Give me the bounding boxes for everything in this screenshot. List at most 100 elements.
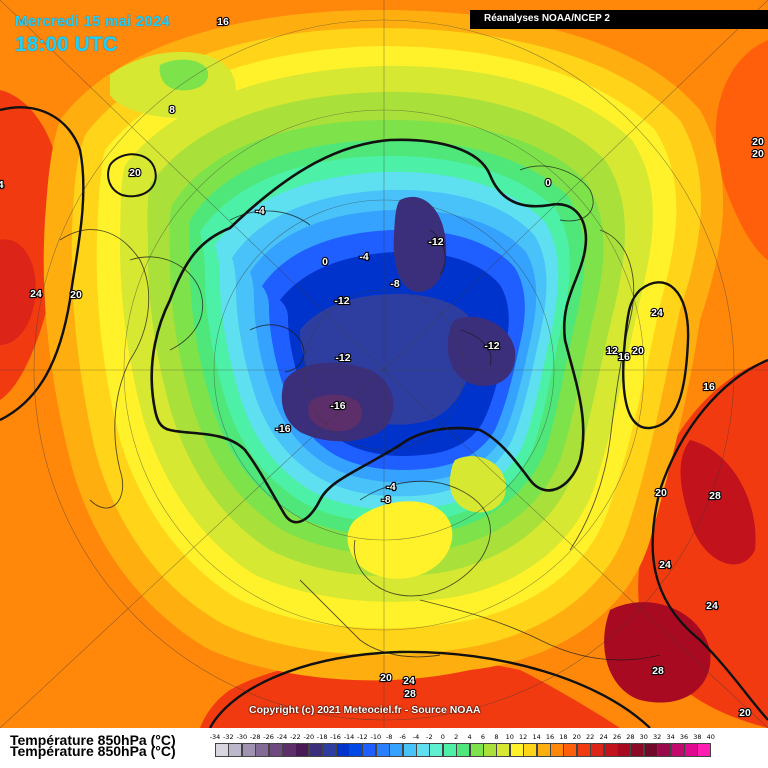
legend-swatch <box>241 743 256 757</box>
isotherm-label: 28 <box>709 490 721 502</box>
legend-tick: 26 <box>612 733 622 741</box>
legend-swatch <box>429 743 444 757</box>
isotherm-label: 20 <box>655 487 667 499</box>
zone-indigo-east <box>447 316 516 386</box>
legend-tick: -34 <box>209 733 221 741</box>
legend-tick: -26 <box>263 733 274 741</box>
legend-tick: -18 <box>316 733 328 741</box>
date-title: Mercredi 15 mai 2024 <box>15 13 170 30</box>
isotherm-label: 20 <box>739 707 751 719</box>
legend-tick: 8 <box>494 733 499 741</box>
legend-tick: 40 <box>706 733 715 741</box>
isotherm-label: 24 <box>30 288 42 300</box>
isotherm-label: 0 <box>322 256 328 268</box>
isotherm-label: 20 <box>380 672 392 684</box>
legend-tick: 4 <box>467 733 472 741</box>
legend-tick: 0 <box>440 733 445 741</box>
legend-title: Température 850hPa (°C) <box>10 732 176 748</box>
legend-title-shadow: Température 850hPa (°C) <box>10 743 176 759</box>
legend-swatch <box>643 743 658 757</box>
legend-tick: -6 <box>399 733 406 741</box>
legend-tick: -2 <box>426 733 433 741</box>
isotherm-label: -12 <box>484 340 499 352</box>
isotherm-twenty-east <box>622 281 690 430</box>
legend-swatch <box>576 743 591 757</box>
isotherm-label: -12 <box>428 236 443 248</box>
legend-swatch <box>268 743 283 757</box>
legend-tick: 12 <box>519 733 528 741</box>
legend-swatch <box>322 743 337 757</box>
warm-zone-east <box>715 40 768 260</box>
zone-purple-core <box>308 394 363 432</box>
legend-swatch <box>617 743 631 757</box>
legend-tick: -4 <box>412 733 420 741</box>
isotherm-zero <box>150 138 588 524</box>
legend-tick: 20 <box>572 733 581 741</box>
zone-green-pacific-core <box>159 59 209 91</box>
legend-tick: 16 <box>545 733 555 741</box>
legend-tick: 30 <box>639 733 648 741</box>
legend-swatch <box>349 743 363 757</box>
isotherm-label: -4 <box>386 481 395 493</box>
legend-swatch <box>509 743 524 757</box>
legend-tick: 38 <box>693 733 702 741</box>
legend-swatch <box>282 743 296 757</box>
isotherm-label: 20 <box>129 167 141 179</box>
legend-tick: 34 <box>666 733 675 741</box>
zone-europe-yellow-2 <box>449 456 506 513</box>
legend-swatch <box>697 743 712 757</box>
legend-swatch <box>375 743 390 757</box>
legend-swatch <box>228 743 243 757</box>
legend-swatch <box>215 743 229 757</box>
legend-tick: -20 <box>303 733 315 741</box>
legend-tick: 24 <box>599 733 608 741</box>
isotherm-twenty-west <box>0 106 85 422</box>
legend-tick: 6 <box>480 733 486 741</box>
isotherm-label: 20 <box>752 148 764 160</box>
legend-swatch <box>362 743 377 757</box>
zone-europe-yellow <box>347 501 453 579</box>
legend-swatch <box>255 743 270 757</box>
isotherm-label: -12 <box>335 352 350 364</box>
isotherm-label: 0 <box>545 177 551 189</box>
isotherm-label: 16 <box>703 381 715 393</box>
isotherm-label: -16 <box>275 423 290 435</box>
legend-tick: -8 <box>385 733 393 741</box>
isotherm-twenty-southeast <box>651 358 768 721</box>
warm-zone-southeast-core <box>680 440 756 565</box>
isotherm-label: 24 <box>651 307 663 319</box>
legend-tick: -28 <box>249 733 261 741</box>
isotherm-label: -12 <box>334 295 349 307</box>
legend-swatch <box>308 743 323 757</box>
legend-swatch <box>389 743 404 757</box>
legend-swatch <box>523 743 538 757</box>
isotherm-label: -8 <box>381 494 390 506</box>
legend-swatch <box>684 743 698 757</box>
temperature-field: 16820-242420-40-4-8-12-12-12-12-16-16-4-… <box>0 0 768 728</box>
isotherm-label: 20 <box>70 289 82 301</box>
coastlines <box>59 165 661 661</box>
isotherm-label: 28 <box>652 665 664 677</box>
isotherm-label: -8 <box>390 278 399 290</box>
legend-swatch <box>630 743 645 757</box>
legend-tick: -22 <box>290 733 301 741</box>
legend-tick: 22 <box>586 733 595 741</box>
legend-swatch <box>496 743 511 757</box>
legend-swatch <box>295 743 310 757</box>
isotherm-label: 16 <box>618 351 630 363</box>
legend-swatch <box>483 743 497 757</box>
isotherm-label: 20 <box>632 345 644 357</box>
legend-tick: 18 <box>559 733 568 741</box>
legend-swatch <box>536 743 551 757</box>
legend-tick: -12 <box>357 733 368 741</box>
legend-swatch <box>603 743 618 757</box>
isotherm-twenty-south <box>208 650 651 728</box>
legend-swatch <box>563 743 578 757</box>
isotherm-label: 8 <box>169 104 175 116</box>
legend-tick: 32 <box>653 733 662 741</box>
isotherm-label: 24 <box>706 600 718 612</box>
isotherm-twenty-northwest <box>107 153 157 198</box>
warm-zone-southeast-core-2 <box>604 602 711 703</box>
legend-swatch <box>657 743 672 757</box>
isotherm-label: 24 <box>659 559 671 571</box>
